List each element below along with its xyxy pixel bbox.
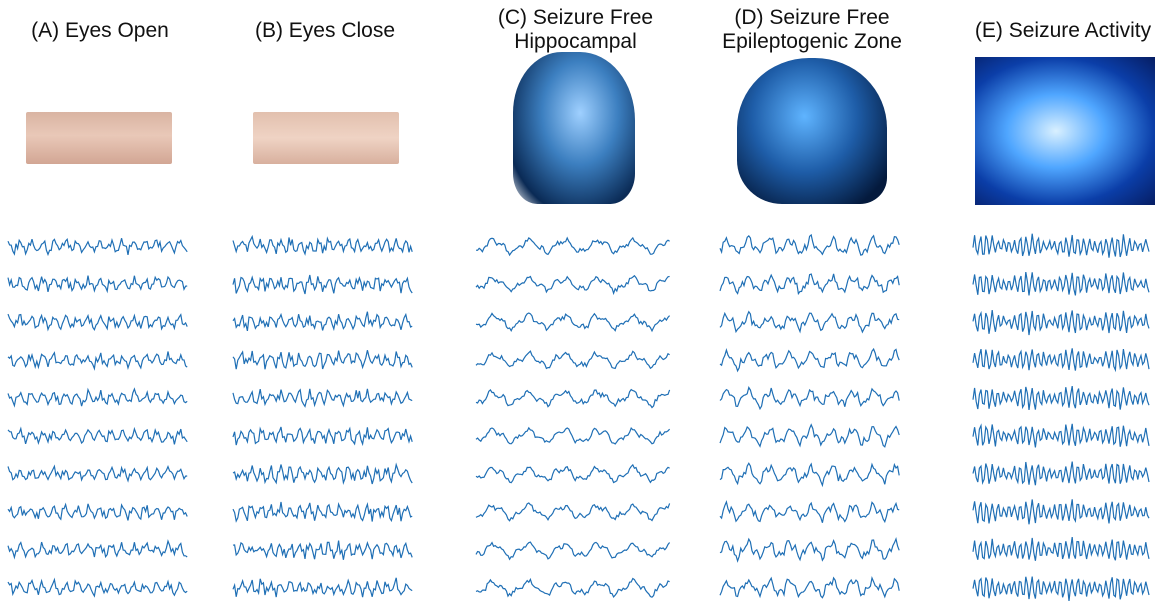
panel-seizure-free-hippocampal: (C) Seizure Free Hippocampal	[468, 0, 683, 608]
brain-epileptogenic-image	[737, 58, 887, 204]
eeg-trace-row	[232, 462, 413, 486]
eeg-trace-row	[719, 233, 900, 256]
eeg-trace-row	[972, 272, 1150, 296]
eeg-trace-row	[7, 351, 188, 371]
eyes-open-photo	[26, 112, 172, 164]
eeg-trace-row	[475, 350, 670, 370]
eeg-trace-row	[719, 575, 900, 599]
panel-eyes-close: (B) Eyes Close	[225, 0, 425, 608]
eeg-trace-row	[972, 423, 1150, 448]
eeg-trace-row	[719, 499, 900, 524]
panel-title: (E) Seizure Activity	[974, 19, 1152, 42]
eeg-trace-row	[232, 388, 413, 408]
eeg-trace-row	[232, 577, 413, 598]
eeg-traces	[7, 237, 188, 598]
eeg-trace-row	[7, 464, 188, 483]
eeg-trace-row	[475, 236, 670, 257]
panel-eyes-open: (A) Eyes Open	[0, 0, 200, 608]
eeg-trace-row	[232, 234, 413, 256]
panel-title: (A) Eyes Open	[31, 19, 169, 42]
eeg-trace-row	[232, 350, 413, 370]
eeg-trace-row	[475, 312, 671, 333]
eeg-trace-row	[475, 502, 671, 522]
eeg-trace-row	[972, 499, 1150, 525]
eeg-traces	[972, 233, 1150, 601]
eeg-trace-row	[972, 576, 1150, 601]
eeg-trace-row	[475, 388, 671, 409]
eeg-traces	[719, 233, 900, 599]
panel-title: (B) Eyes Close	[254, 19, 396, 42]
eeg-trace-row	[232, 501, 413, 523]
eeg-trace-row	[7, 275, 188, 294]
eeg-trace-row	[7, 539, 188, 560]
eeg-trace-row	[7, 577, 188, 598]
eeg-trace-row	[232, 426, 413, 447]
eeg-trace-row	[719, 273, 900, 296]
eeg-trace-row	[719, 462, 900, 488]
eeg-trace-row	[475, 541, 671, 561]
eyes-closed-photo	[253, 112, 399, 164]
eeg-trace-row	[719, 386, 900, 411]
panel-seizure-free-epileptogenic: (D) Seizure Free Epileptogenic Zone	[712, 0, 912, 608]
eeg-trace-row	[972, 310, 1150, 336]
eeg-trace-row	[7, 313, 188, 332]
eeg-trace-row	[719, 310, 900, 334]
eeg-trace-row	[475, 274, 670, 296]
brain-hippocampus-image	[513, 52, 635, 204]
eeg-trace-row	[972, 233, 1150, 258]
eeg-trace-row	[719, 537, 900, 563]
eeg-trace-row	[972, 385, 1150, 410]
eeg-trace-row	[475, 577, 670, 598]
eeg-trace-row	[719, 347, 900, 373]
panel-seizure-activity: (E) Seizure Activity	[965, 0, 1161, 608]
eeg-traces	[475, 236, 671, 598]
eeg-trace-row	[475, 463, 670, 484]
eeg-trace-row	[719, 423, 900, 448]
brain-seizure-image	[975, 57, 1155, 205]
eeg-trace-row	[972, 537, 1150, 561]
eeg-trace-row	[972, 461, 1150, 486]
eeg-trace-row	[232, 311, 413, 332]
eeg-trace-row	[972, 348, 1150, 373]
eeg-trace-row	[232, 540, 413, 560]
eeg-trace-row	[7, 237, 188, 257]
eeg-trace-row	[7, 426, 188, 445]
eeg-trace-row	[7, 502, 188, 521]
eeg-trace-row	[475, 426, 671, 445]
panel-title: (D) Seizure Free Epileptogenic Zone	[722, 6, 902, 53]
eeg-traces	[232, 234, 413, 598]
eeg-trace-row	[232, 274, 413, 295]
panel-title: (C) Seizure Free Hippocampal	[497, 6, 654, 53]
eeg-trace-row	[7, 387, 188, 408]
